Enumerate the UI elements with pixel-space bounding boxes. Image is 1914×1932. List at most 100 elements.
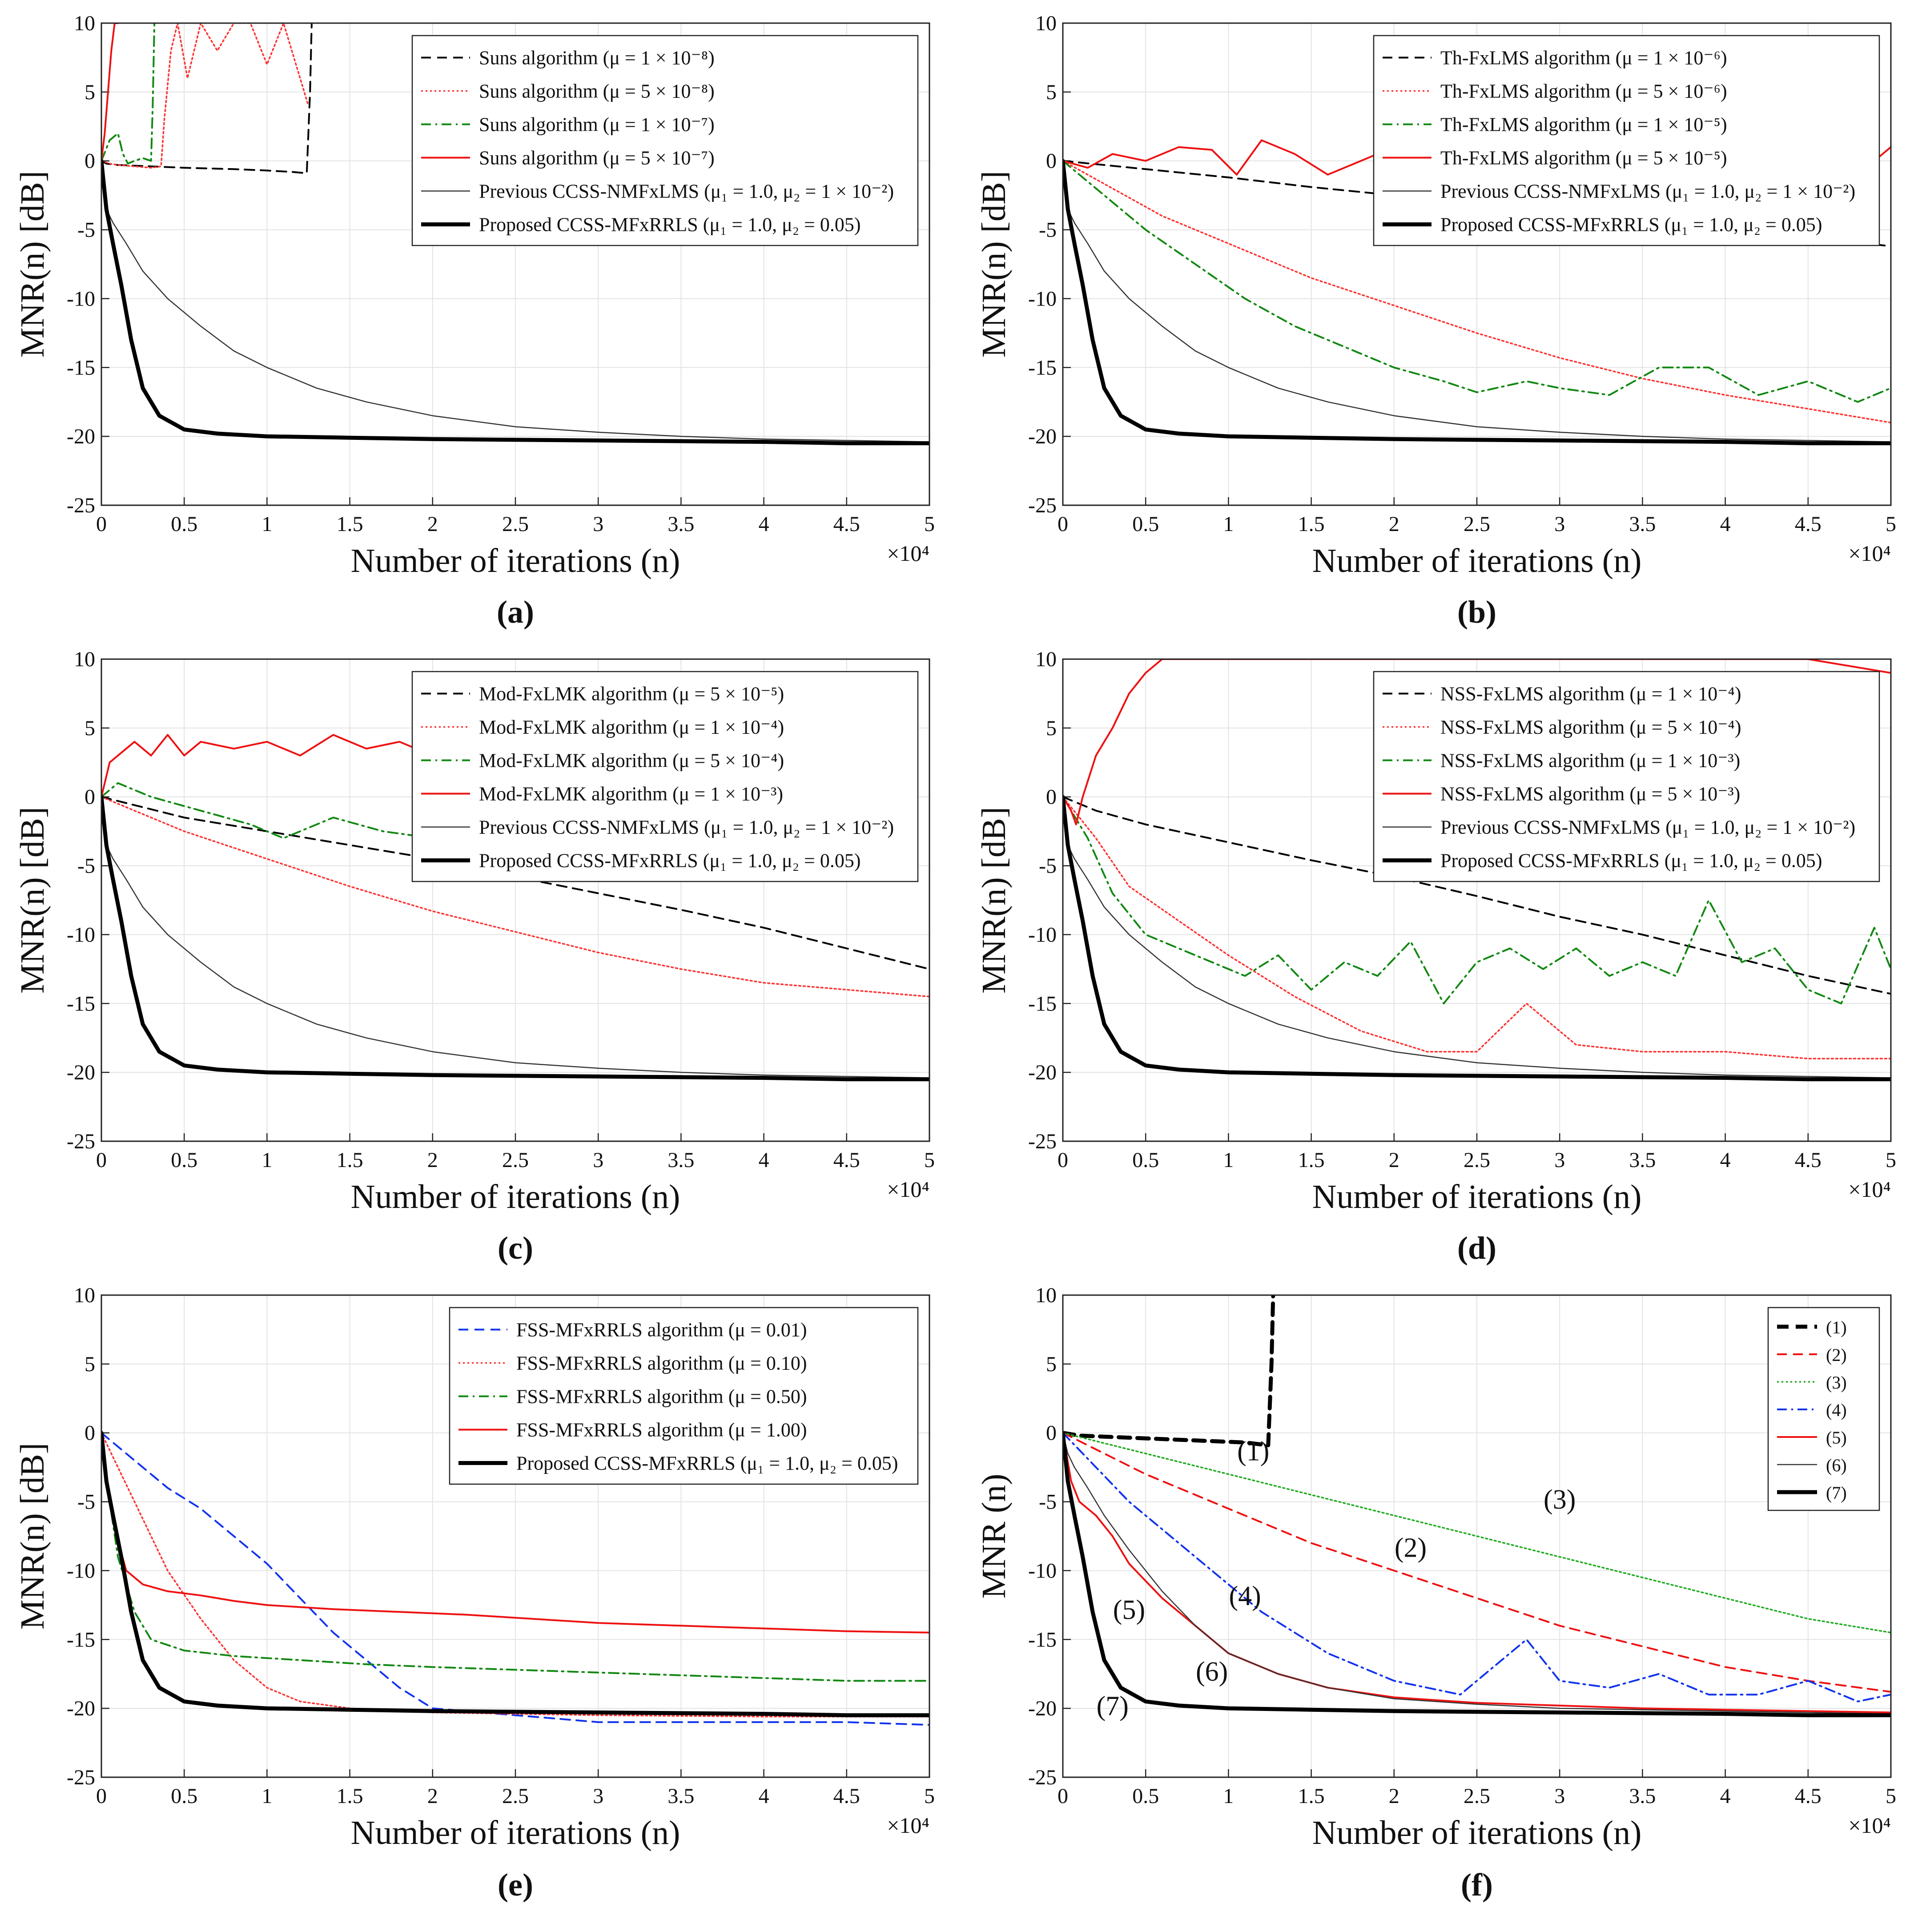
x-exponent-label: ×10⁴	[1848, 541, 1891, 566]
series-line-5	[101, 1431, 929, 1718]
x-tick-label: 4.5	[1795, 1148, 1822, 1172]
legend-entry-4: NSS-FxLMS algorithm (μ = 5 × 10⁻³)	[1440, 783, 1740, 805]
x-axis-label: Number of iterations (n)	[1312, 1814, 1642, 1852]
y-tick-label: -20	[67, 1061, 95, 1084]
x-tick-label: 3	[593, 1148, 603, 1172]
legend-entry-4: Th-FxLMS algorithm (μ = 5 × 10⁻⁵)	[1440, 147, 1727, 169]
axes-frame	[101, 658, 930, 1142]
y-tick-label: -10	[67, 1559, 95, 1582]
panel-caption: (e)	[498, 1867, 533, 1903]
y-tick-label: -25	[1028, 1766, 1057, 1789]
y-tick-label: -15	[1028, 1628, 1057, 1651]
legend-entry-1: Suns algorithm (μ = 1 × 10⁻⁸)	[479, 47, 715, 69]
legend-entry-5: Previous CCSS-NMFxLMS (μ₁ = 1.0, μ₂ = 1 …	[1440, 181, 1855, 202]
series-line-1	[101, 23, 313, 174]
legend-entry-3: (3)	[1826, 1373, 1847, 1393]
x-exponent-label: ×10⁴	[1848, 1177, 1891, 1202]
y-tick-label: -20	[1028, 1697, 1057, 1720]
legend: (1) (2) (3) (4) (5) (6) (7)	[1767, 1307, 1880, 1511]
x-tick-label: 0	[96, 512, 107, 536]
chart-panel-d: 0 0.5 1 1.5 2 2.5 3 3.5 4 4.5 5 10 5 0 -5 -10 -15 -20 -25 N…	[975, 648, 1896, 1266]
x-exponent-label: ×10⁴	[1848, 1813, 1891, 1838]
legend-box	[411, 671, 919, 882]
y-tick-label: 10	[74, 1284, 95, 1307]
x-tick-label: 2	[1389, 1148, 1399, 1172]
y-tick-label: 0	[1046, 785, 1057, 809]
series-line-2	[1063, 160, 1891, 423]
legend: FSS-MFxRRLS algorithm (μ = 0.01) FSS-MFxR…	[449, 1307, 919, 1485]
legend-entry-1: Mod-FxLMK algorithm (μ = 5 × 10⁻⁵)	[479, 683, 784, 705]
legend-entry-1: (1)	[1826, 1317, 1847, 1337]
x-tick-label: 1	[261, 1148, 272, 1172]
y-tick-label: 10	[74, 648, 95, 671]
y-tick-label: 10	[1035, 648, 1057, 671]
series-line-4	[1063, 1432, 1891, 1703]
legend-box	[1373, 35, 1880, 246]
y-tick-label: 5	[84, 716, 95, 740]
x-tick-label: 2.5	[502, 512, 529, 536]
series-line-6	[101, 159, 929, 446]
x-axis-label: Number of iterations (n)	[1312, 542, 1642, 580]
chart-panel-f: 0 0.5 1 1.5 2 2.5 3 3.5 4 4.5 5 10 5 0 -5 -10 -15 -20 -25 (…	[975, 1284, 1896, 1903]
legend-entry-1: Th-FxLMS algorithm (μ = 1 × 10⁻⁶)	[1440, 47, 1727, 69]
legend-entry-5: (5)	[1826, 1428, 1847, 1448]
panel-caption: (d)	[1457, 1230, 1496, 1266]
x-tick-label: 5	[1886, 1784, 1896, 1808]
series-line-5	[1063, 160, 1891, 443]
legend-entry-4: Mod-FxLMK algorithm (μ = 1 × 10⁻³)	[479, 783, 783, 805]
y-tick-label: -5	[77, 218, 95, 242]
x-tick-label: 4	[759, 512, 769, 536]
legend-entry-5: Proposed CCSS-MFxRRLS (μ₁ = 1.0, μ₂ = 0.…	[516, 1453, 898, 1474]
series-line-4	[101, 734, 434, 798]
x-tick-label: 2	[427, 1148, 438, 1172]
series-line-6	[101, 795, 929, 1082]
legend-entry-5: Previous CCSS-NMFxLMS (μ₁ = 1.0, μ₂ = 1 …	[479, 181, 894, 202]
x-tick-label: 1	[261, 1784, 272, 1808]
x-tick-label: 4.5	[833, 1784, 860, 1808]
legend-box	[449, 1307, 919, 1485]
x-tick-label: 5	[924, 512, 935, 536]
x-tick-label: 2	[427, 1784, 438, 1808]
x-tick-label: 3	[593, 512, 603, 536]
legend-entry-6: Proposed CCSS-MFxRRLS (μ₁ = 1.0, μ₂ = 0.…	[1440, 214, 1822, 236]
x-tick-label: 2	[1389, 512, 1399, 536]
y-tick-label: -25	[67, 494, 95, 517]
x-tick-label: 0.5	[171, 1784, 197, 1808]
x-tick-label: 3.5	[1629, 1784, 1656, 1808]
series-line-7	[1063, 1431, 1891, 1718]
x-tick-label: 3.5	[667, 1784, 694, 1808]
x-tick-label: 0.5	[1132, 1784, 1159, 1808]
x-tick-label: 5	[924, 1148, 935, 1172]
legend-entry-2: Suns algorithm (μ = 5 × 10⁻⁸)	[479, 80, 715, 102]
y-tick-label: 10	[1035, 12, 1057, 35]
x-tick-label: 2.5	[1464, 1148, 1490, 1172]
chart-panel-b: 0 0.5 1 1.5 2 2.5 3 3.5 4 4.5 5 10 5 0 -5 -10 -15 -20 -25 N…	[975, 12, 1896, 630]
x-exponent-label: ×10⁴	[887, 541, 929, 566]
y-axis-label: MNR (n)	[975, 1474, 1013, 1599]
legend: Th-FxLMS algorithm (μ = 1 × 10⁻⁶) Th-FxLM…	[1373, 35, 1880, 246]
y-tick-label: -25	[1028, 494, 1057, 517]
y-tick-label: 5	[1046, 80, 1057, 104]
x-tick-label: 4	[1720, 1784, 1731, 1808]
series-line-5	[101, 796, 929, 1079]
series-line-3	[1063, 1432, 1891, 1634]
legend-entry-1: FSS-MFxRRLS algorithm (μ = 0.01)	[516, 1319, 807, 1341]
x-axis-label: Number of iterations (n)	[351, 1178, 680, 1216]
series-line-1	[101, 1432, 929, 1726]
y-tick-label: 5	[84, 80, 95, 104]
series-group	[101, 1431, 929, 1726]
y-tick-label: 5	[1046, 716, 1057, 740]
legend-entry-3: Th-FxLMS algorithm (μ = 1 × 10⁻⁵)	[1440, 114, 1727, 136]
x-tick-label: 2.5	[1464, 1784, 1490, 1808]
x-tick-label: 3	[1554, 1148, 1565, 1172]
series-group	[101, 734, 929, 1082]
x-tick-label: 2	[427, 512, 438, 536]
x-exponent-label: ×10⁴	[887, 1177, 929, 1202]
chart-panel-e: 0 0.5 1 1.5 2 2.5 3 3.5 4 4.5 5 10 5 0 -5 -10 -15 -20 -25 N…	[14, 1284, 935, 1903]
series-line-3	[1063, 796, 1891, 1005]
series-line-3	[101, 23, 156, 165]
x-tick-label: 2.5	[502, 1148, 529, 1172]
y-tick-label: -10	[67, 287, 95, 310]
x-tick-label: 1	[1223, 1148, 1234, 1172]
